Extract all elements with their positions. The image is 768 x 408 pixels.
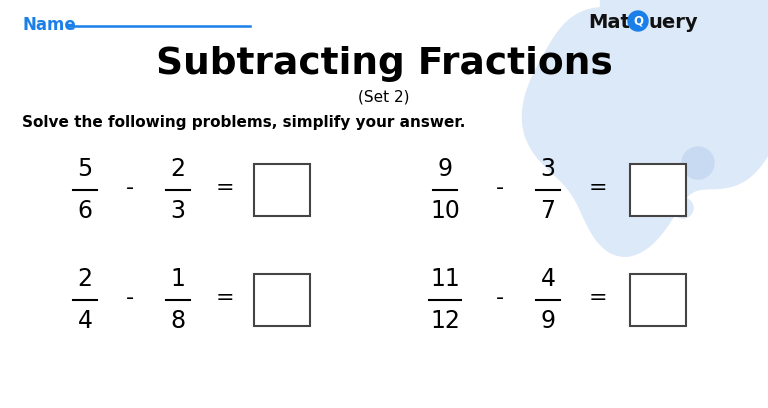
Text: Q: Q xyxy=(633,14,643,27)
Text: 2: 2 xyxy=(170,157,186,181)
Text: 10: 10 xyxy=(430,199,460,223)
Circle shape xyxy=(682,147,714,179)
Text: =: = xyxy=(216,288,234,308)
Text: 12: 12 xyxy=(430,309,460,333)
Circle shape xyxy=(673,198,693,218)
Text: 7: 7 xyxy=(541,199,555,223)
Circle shape xyxy=(628,11,648,31)
Text: 3: 3 xyxy=(170,199,186,223)
Text: 9: 9 xyxy=(541,309,555,333)
Bar xyxy=(254,274,310,326)
Text: Math: Math xyxy=(588,13,644,32)
Text: 11: 11 xyxy=(430,267,460,291)
Polygon shape xyxy=(624,0,768,142)
Text: 8: 8 xyxy=(170,309,186,333)
Text: -: - xyxy=(496,178,504,198)
Polygon shape xyxy=(600,0,768,58)
Text: 4: 4 xyxy=(78,309,92,333)
Text: (Set 2): (Set 2) xyxy=(358,90,410,105)
Text: 9: 9 xyxy=(438,157,452,181)
Bar xyxy=(254,164,310,216)
Text: =: = xyxy=(216,178,234,198)
Text: Name: Name xyxy=(22,16,76,34)
Text: 4: 4 xyxy=(541,267,555,291)
Bar xyxy=(630,164,686,216)
Text: uery: uery xyxy=(649,13,699,32)
Polygon shape xyxy=(522,0,768,256)
Text: -: - xyxy=(126,288,134,308)
Text: 2: 2 xyxy=(78,267,92,291)
Bar xyxy=(630,274,686,326)
Text: Solve the following problems, simplify your answer.: Solve the following problems, simplify y… xyxy=(22,115,465,130)
Text: Subtracting Fractions: Subtracting Fractions xyxy=(156,46,612,82)
Text: 6: 6 xyxy=(78,199,92,223)
Text: =: = xyxy=(589,178,607,198)
Text: 5: 5 xyxy=(78,157,93,181)
Text: -: - xyxy=(126,178,134,198)
Text: 3: 3 xyxy=(541,157,555,181)
Text: -: - xyxy=(496,288,504,308)
Text: =: = xyxy=(589,288,607,308)
Polygon shape xyxy=(680,0,768,128)
Text: 1: 1 xyxy=(170,267,185,291)
